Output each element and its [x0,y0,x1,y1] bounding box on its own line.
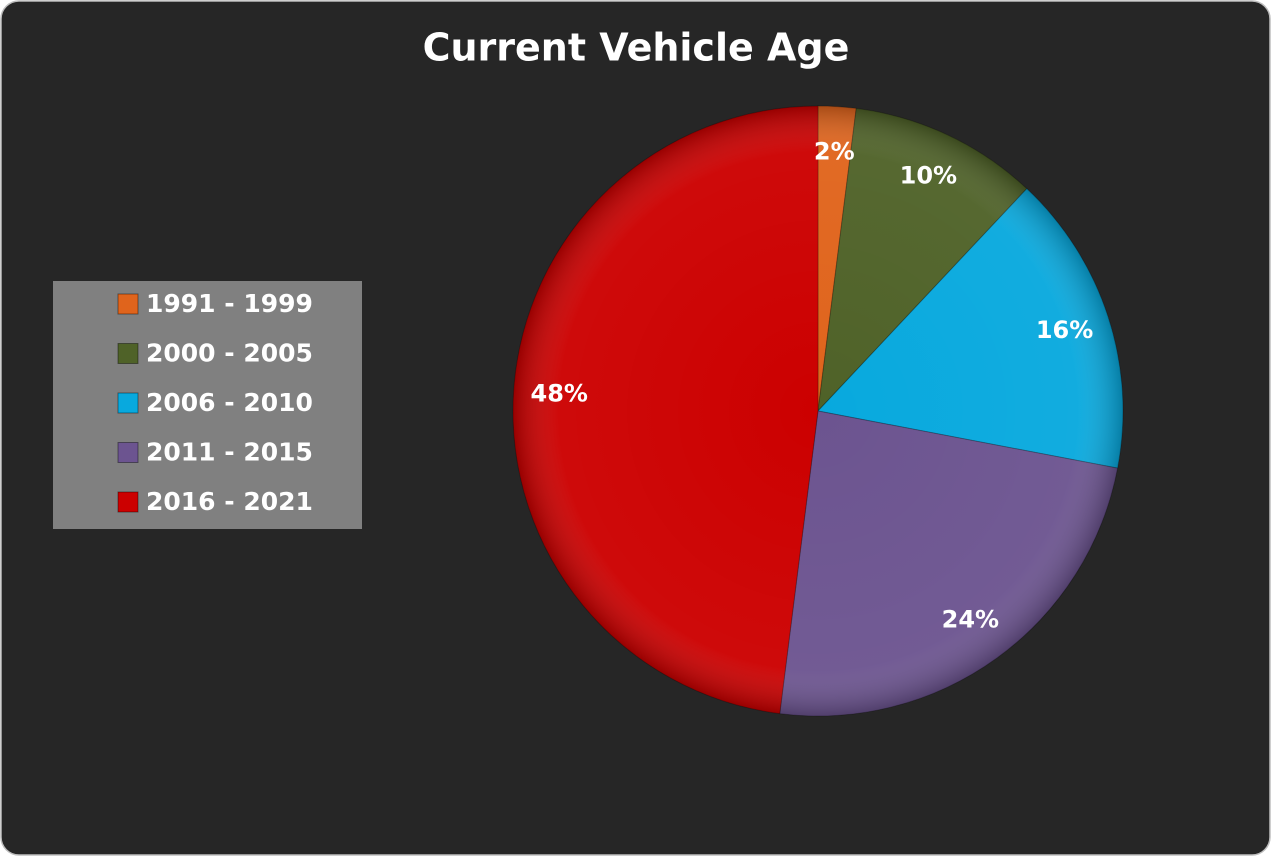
legend-swatch [117,491,139,513]
legend: 1991 - 1999 2000 - 2005 2006 - 2010 2011 - … [53,281,362,529]
data-label: 10% [900,161,957,189]
data-label: 48% [531,380,588,408]
data-labels: 2% 10% 16% 24% 48% [531,137,1094,633]
legend-label: 2011 - 2015 [146,438,313,467]
legend-swatch [117,343,139,364]
legend-label: 1991 - 1999 [146,289,313,318]
legend-label: 2016 - 2021 [146,487,313,516]
legend-box [53,281,362,529]
legend-swatch [117,442,139,463]
legend-swatch [117,392,139,414]
legend-swatch [117,293,139,315]
legend-label: 2000 - 2005 [146,339,313,368]
data-label: 16% [1036,316,1093,344]
data-label: 2% [814,137,855,165]
legend-label: 2006 - 2010 [146,388,313,417]
chart-title: Current Vehicle Age [423,26,850,70]
data-label: 24% [942,606,999,634]
pie [512,105,1124,717]
